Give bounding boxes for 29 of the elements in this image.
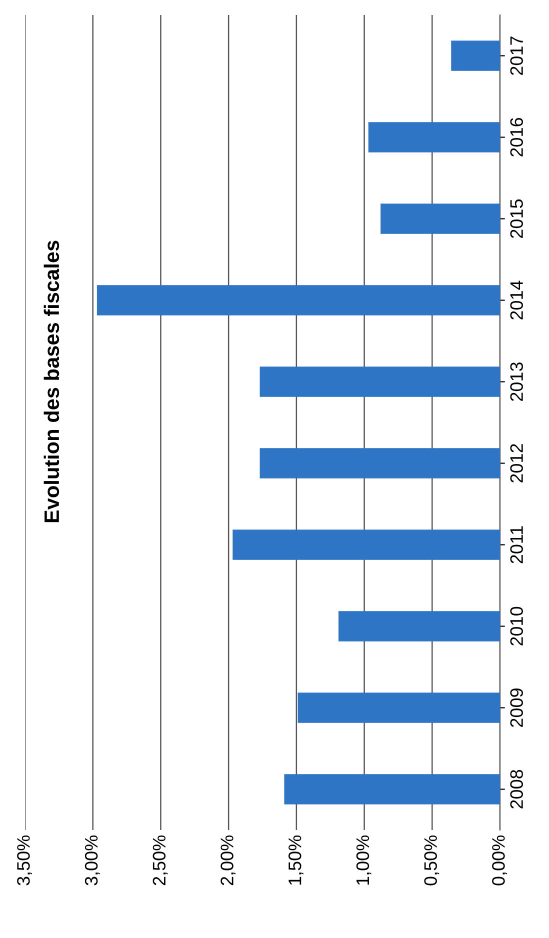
x-tick-label: 0,50% — [424, 836, 440, 886]
x-tick-label: 2,00% — [220, 836, 236, 886]
bar — [338, 611, 500, 642]
y-tick-label: 2011 — [510, 526, 523, 564]
x-tick-label: 3,00% — [84, 836, 100, 886]
text: Evolution des bases fiscales — [44, 240, 60, 522]
y-tick-label: 2017 — [510, 36, 523, 75]
x-tick-label: 3,50% — [17, 836, 32, 886]
bar — [284, 774, 500, 804]
bar — [260, 448, 500, 478]
bar — [96, 285, 500, 316]
x-tick-label: 2,50% — [152, 836, 168, 886]
y-tick-label: 2012 — [510, 444, 523, 482]
bar — [260, 366, 500, 397]
y-tick-label: 2016 — [510, 118, 523, 156]
y-tick-label: 2015 — [510, 199, 523, 238]
x-tick-label: 1,00% — [356, 836, 372, 885]
y-tick-label: 2010 — [510, 606, 523, 646]
bar — [368, 122, 500, 152]
y-tick-label: 2013 — [510, 362, 523, 401]
bar — [380, 204, 500, 234]
y-tick-label: 2008 — [510, 770, 523, 808]
x-tick-label: 1,50% — [288, 836, 304, 885]
x-tick-label: 0,00% — [492, 836, 507, 886]
bar — [298, 692, 500, 723]
bar — [232, 530, 500, 560]
bar — [451, 40, 500, 71]
y-tick-label: 2009 — [510, 688, 523, 727]
y-tick-label: 2014 — [510, 280, 523, 320]
